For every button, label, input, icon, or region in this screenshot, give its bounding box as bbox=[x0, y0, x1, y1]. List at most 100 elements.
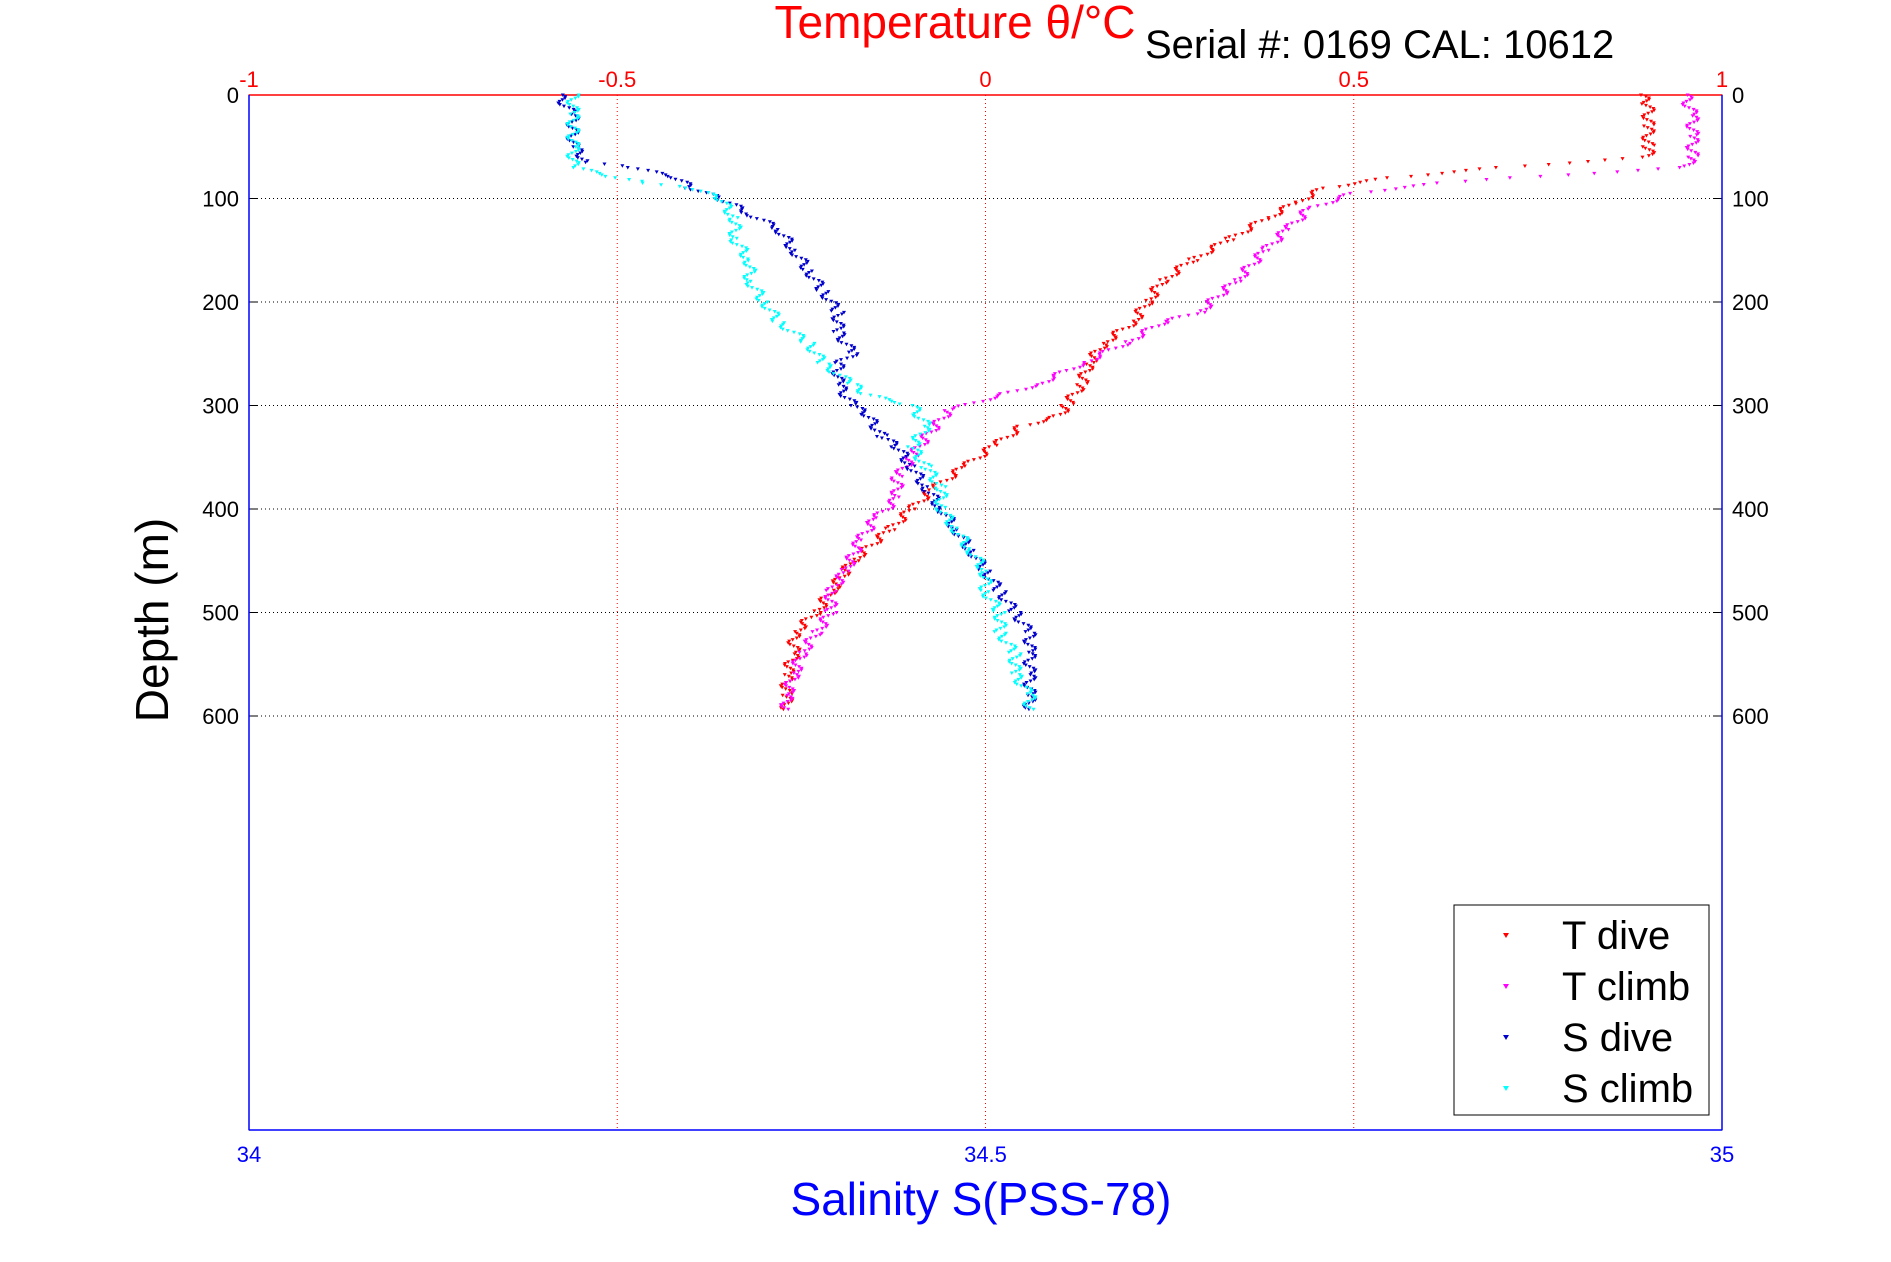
data-point bbox=[714, 198, 719, 203]
data-point bbox=[836, 572, 841, 577]
data-point bbox=[846, 573, 851, 577]
data-point bbox=[931, 493, 936, 497]
data-point bbox=[954, 467, 959, 472]
data-point bbox=[814, 288, 819, 293]
data-point bbox=[1030, 649, 1035, 653]
data-point bbox=[752, 270, 757, 274]
data-point bbox=[571, 118, 576, 123]
data-point bbox=[1648, 105, 1653, 109]
data-point bbox=[992, 617, 997, 621]
data-point bbox=[822, 606, 827, 610]
data-point bbox=[866, 519, 871, 523]
data-point bbox=[809, 615, 814, 620]
data-point bbox=[901, 510, 906, 515]
data-point bbox=[787, 689, 792, 693]
data-point bbox=[1133, 322, 1138, 327]
data-point bbox=[1651, 130, 1656, 135]
data-point bbox=[1694, 133, 1699, 137]
data-point bbox=[788, 679, 793, 683]
data-point bbox=[1083, 370, 1088, 375]
data-point bbox=[1507, 176, 1512, 180]
data-point bbox=[830, 599, 835, 604]
data-point bbox=[1006, 650, 1011, 655]
data-point bbox=[959, 544, 964, 548]
data-point bbox=[787, 240, 792, 245]
data-point bbox=[561, 104, 566, 109]
data-point bbox=[787, 247, 792, 251]
data-point bbox=[1006, 609, 1011, 613]
data-point bbox=[1684, 99, 1689, 104]
data-point bbox=[1126, 325, 1131, 330]
data-point bbox=[802, 655, 807, 660]
data-point bbox=[1014, 655, 1019, 660]
data-point bbox=[841, 325, 846, 329]
data-point bbox=[999, 620, 1004, 625]
data-point bbox=[782, 706, 787, 710]
data-point bbox=[915, 448, 920, 453]
data-point bbox=[996, 596, 1001, 601]
data-point bbox=[848, 564, 853, 569]
data-point bbox=[817, 607, 822, 612]
data-point bbox=[724, 201, 729, 206]
data-point bbox=[569, 98, 574, 102]
legend-marker bbox=[1503, 1086, 1509, 1091]
data-point bbox=[965, 552, 970, 556]
data-point bbox=[1026, 650, 1031, 655]
data-point bbox=[823, 609, 828, 613]
data-point bbox=[573, 150, 578, 154]
data-point bbox=[1212, 243, 1217, 247]
data-point bbox=[1015, 424, 1020, 429]
data-point bbox=[1003, 599, 1008, 604]
data-point bbox=[871, 417, 876, 422]
data-point bbox=[860, 406, 865, 411]
data-point bbox=[877, 395, 882, 399]
data-point bbox=[1402, 185, 1407, 190]
data-point bbox=[576, 95, 581, 99]
data-point bbox=[1463, 179, 1468, 184]
data-point bbox=[635, 167, 640, 171]
data-point bbox=[1279, 239, 1284, 243]
data-point bbox=[947, 518, 952, 523]
data-point bbox=[574, 131, 579, 135]
data-point bbox=[926, 462, 931, 467]
data-point bbox=[1566, 173, 1571, 177]
data-point bbox=[865, 530, 870, 535]
data-point bbox=[1298, 212, 1303, 216]
data-point bbox=[1028, 626, 1033, 631]
data-point bbox=[999, 437, 1004, 441]
data-point bbox=[928, 469, 933, 473]
data-point bbox=[826, 593, 831, 597]
data-point bbox=[748, 279, 753, 284]
data-point bbox=[992, 606, 997, 610]
data-point bbox=[931, 422, 936, 427]
data-point bbox=[875, 542, 880, 546]
data-point bbox=[927, 488, 932, 492]
data-point bbox=[847, 558, 852, 563]
data-point bbox=[821, 615, 826, 620]
data-point bbox=[837, 336, 842, 340]
data-point bbox=[996, 638, 1001, 642]
data-point bbox=[792, 330, 797, 335]
data-point bbox=[733, 222, 738, 226]
data-point bbox=[896, 521, 901, 526]
data-point bbox=[891, 439, 896, 443]
data-point bbox=[1009, 649, 1014, 653]
data-point bbox=[919, 466, 924, 470]
data-point bbox=[1243, 275, 1248, 279]
data-point bbox=[1162, 322, 1167, 327]
data-point bbox=[1028, 673, 1033, 677]
data-point bbox=[1295, 220, 1300, 224]
data-point bbox=[1409, 174, 1414, 179]
data-point bbox=[806, 271, 811, 275]
data-point bbox=[806, 275, 811, 280]
data-point bbox=[985, 577, 990, 582]
data-point bbox=[922, 461, 927, 465]
data-point bbox=[896, 495, 901, 500]
data-point bbox=[905, 445, 910, 449]
data-point bbox=[824, 588, 829, 593]
legend: T dive T climb S dive S climb bbox=[1453, 904, 1710, 1116]
data-point bbox=[1602, 158, 1607, 163]
data-point bbox=[923, 438, 928, 442]
data-point bbox=[1255, 256, 1260, 261]
data-point bbox=[762, 302, 767, 306]
